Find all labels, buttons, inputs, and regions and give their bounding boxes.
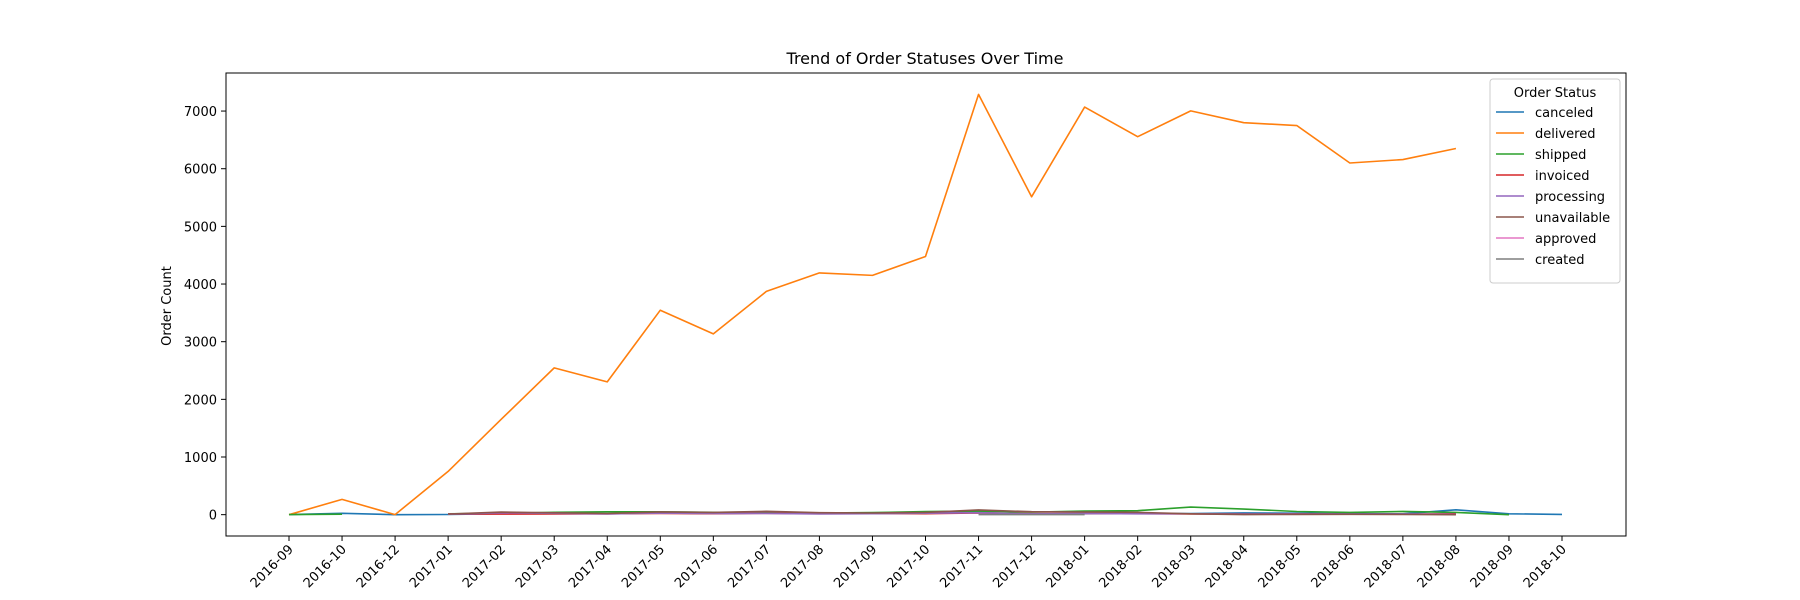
legend-label-unavailable: unavailable xyxy=(1535,211,1610,226)
legend-label-invoiced: invoiced xyxy=(1535,169,1590,184)
legend-label-canceled: canceled xyxy=(1535,106,1593,121)
y-tick-label: 6000 xyxy=(184,163,217,178)
y-tick-label: 5000 xyxy=(184,220,217,235)
series-line-unavailable xyxy=(448,509,1456,516)
series-line-delivered xyxy=(288,93,1457,516)
series-line-shipped xyxy=(288,506,1509,516)
y-tick-label: 4000 xyxy=(184,278,217,293)
legend-label-processing: processing xyxy=(1535,190,1605,205)
y-tick-label: 7000 xyxy=(184,105,217,120)
y-tick-label: 2000 xyxy=(184,393,217,408)
legend-label-delivered: delivered xyxy=(1535,127,1595,142)
y-tick-label: 0 xyxy=(209,509,217,524)
legend[interactable]: Order Status canceled delivered shipped invo… xyxy=(1489,78,1621,284)
y-axis-label: Order Count xyxy=(160,266,175,346)
legend-label-created: created xyxy=(1535,253,1585,268)
legend-box xyxy=(1489,78,1621,284)
legend-label-shipped: shipped xyxy=(1535,148,1586,163)
legend-title: Order Status xyxy=(1514,86,1597,101)
chart-title: Trend of Order Statuses Over Time xyxy=(786,49,1064,68)
legend-label-approved: approved xyxy=(1535,232,1596,247)
y-tick-label: 3000 xyxy=(184,336,217,351)
y-tick-label: 1000 xyxy=(184,451,217,466)
